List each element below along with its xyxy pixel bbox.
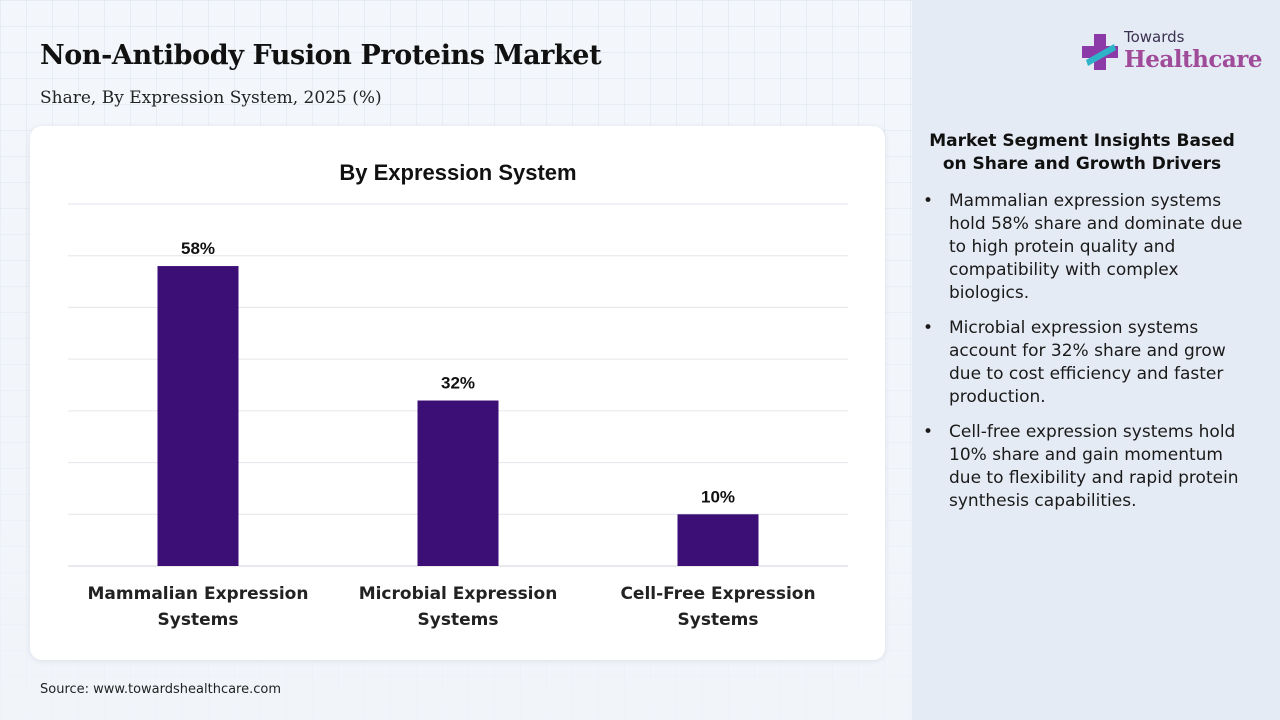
insights-list: • Mammalian expression systems hold 58% … (920, 190, 1250, 525)
insight-text: Mammalian expression systems hold 58% sh… (949, 191, 1243, 303)
category-label: Microbial Expression Systems (359, 584, 558, 630)
bar (157, 266, 239, 566)
health-cross-icon (1082, 34, 1118, 70)
insights-title: Market Segment Insights Based on Share a… (929, 131, 1235, 174)
bar (677, 514, 759, 566)
chart-card: By Expression System 58% 32% 10% Mammalian… (30, 126, 885, 660)
logo-text-top: Towards (1124, 28, 1185, 46)
page-subtitle: Share, By Expression System, 2025 (%) (40, 88, 382, 108)
logo-text-main: Healthcare (1124, 46, 1263, 73)
insight-text: Microbial expression systems account for… (949, 318, 1226, 407)
category-labels: Mammalian Expression Systems Microbial Exp… (88, 584, 816, 630)
data-label: 58% (181, 239, 215, 258)
bar (417, 400, 499, 566)
insight-item: • Cell-free expression systems hold 10% … (920, 421, 1250, 513)
bullet-point: • (923, 422, 934, 442)
data-label: 10% (701, 487, 735, 506)
category-label: Cell-Free Expression Systems (620, 584, 815, 630)
insight-item: • Mammalian expression systems hold 58% … (920, 190, 1250, 305)
data-label: 32% (441, 374, 475, 393)
bar-chart: By Expression System 58% 32% 10% Mammalian… (68, 160, 848, 630)
value-labels: 58% 32% 10% (181, 239, 735, 506)
insights-panel (912, 0, 1280, 720)
source-note: Source: www.towardshealthcare.com (40, 682, 282, 697)
bullet-point: • (923, 191, 934, 211)
chart-title: By Expression System (339, 160, 576, 185)
company-logo: Towards Healthcare (1080, 28, 1263, 78)
insight-text: Cell-free expression systems hold 10% sh… (949, 422, 1239, 511)
category-label: Mammalian Expression Systems (88, 584, 309, 630)
bars (157, 266, 759, 566)
page-title: Non-Antibody Fusion Proteins Market (40, 40, 602, 71)
insight-item: • Microbial expression systems account f… (920, 317, 1250, 409)
bullet-point: • (923, 318, 934, 338)
